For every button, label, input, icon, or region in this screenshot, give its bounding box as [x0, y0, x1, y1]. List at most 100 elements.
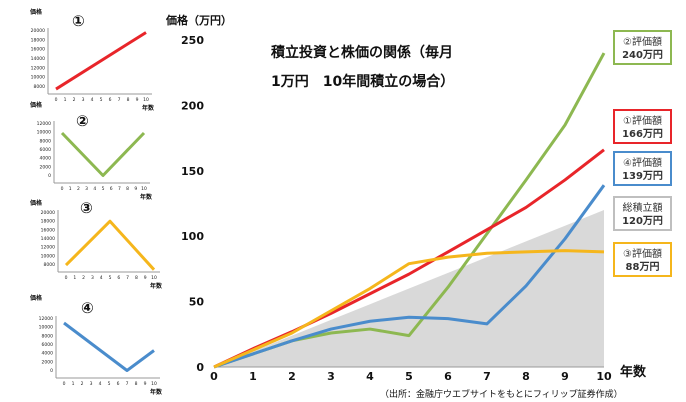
mini-y-label: 価格: [29, 8, 43, 16]
mini-x-label: 年数: [142, 104, 155, 112]
y-tick-label: 200: [181, 99, 204, 112]
value-label-name: ③評価額: [623, 247, 662, 260]
mini-y-tick: 2000: [42, 359, 54, 365]
series-line: [213, 249, 605, 369]
mini-y-tick: 16000: [31, 47, 45, 53]
mini-y-tick: 12000: [39, 316, 53, 322]
mini-x-tick: 6: [117, 275, 120, 281]
mini-x-tick: 4: [93, 186, 96, 192]
series-line: [213, 184, 606, 369]
mini-x-tick: 1: [72, 381, 75, 387]
mini-x-tick: 7: [126, 381, 129, 387]
mini-chart-marker: ③: [80, 199, 93, 217]
mini-y-tick: 14000: [31, 56, 45, 62]
mini-x-tick: 10: [151, 381, 157, 387]
value-label-box: [613, 30, 672, 65]
mini-y-tick: 10000: [39, 325, 53, 331]
mini-x-tick: 0: [63, 381, 66, 387]
mini-x-tick: 0: [61, 186, 64, 192]
mini-x-tick: 9: [144, 275, 147, 281]
mini-series-line: [64, 219, 156, 271]
mini-x-tick: 7: [126, 275, 129, 281]
mini-y-tick: 12000: [41, 245, 55, 251]
mini-x-tick: 4: [100, 275, 103, 281]
mini-chart: ① 価格 20000 18000 16000 14000 12000 10000 8000 0 1 2…: [29, 8, 155, 112]
mini-x-tick: 6: [117, 381, 120, 387]
mini-chart-marker: ②: [76, 112, 89, 130]
y-tick-label: 250: [181, 34, 204, 47]
value-label-amount: 139万円: [622, 170, 663, 182]
mini-y-tick: 0: [50, 368, 53, 374]
x-tick-label: 0: [210, 370, 218, 383]
mini-y-tick: 12000: [37, 121, 51, 127]
mini-x-tick: 3: [85, 186, 88, 192]
x-tick-label: 9: [561, 370, 569, 383]
mini-x-tick: 2: [73, 97, 76, 103]
x-tick-label: 1: [249, 370, 257, 383]
value-label-name: ②評価額: [623, 35, 662, 48]
mini-y-tick: 18000: [41, 219, 55, 225]
mini-y-tick: 4000: [40, 156, 52, 162]
mini-x-tick: 3: [82, 97, 85, 103]
mini-x-label: 年数: [150, 282, 163, 290]
mini-x-tick: 0: [55, 97, 58, 103]
mini-y-tick: 8000: [44, 262, 56, 268]
mini-x-tick: 7: [118, 97, 121, 103]
mini-x-tick: 10: [141, 186, 147, 192]
mini-x-tick: 2: [77, 186, 80, 192]
mini-x-tick: 10: [151, 275, 157, 281]
mini-y-tick: 2000: [40, 164, 52, 170]
y-tick-label: 150: [181, 165, 204, 178]
mini-x-tick: 1: [64, 97, 67, 103]
mini-x-tick: 0: [65, 275, 68, 281]
chart-title-line1: 積立投資と株価の関係（毎月: [270, 44, 453, 61]
mini-x-tick: 7: [118, 186, 121, 192]
value-label-box: [613, 109, 672, 144]
x-tick-label: 6: [444, 370, 452, 383]
mini-x-tick: 5: [102, 186, 105, 192]
mini-x-label: 年数: [140, 193, 153, 201]
mini-y-tick: 8000: [42, 333, 54, 339]
mini-x-tick: 4: [91, 97, 94, 103]
mini-y-tick: 16000: [41, 227, 55, 233]
value-label-name: 総積立額: [623, 201, 663, 214]
value-label-amount: 166万円: [622, 128, 663, 140]
mini-y-tick: 20000: [41, 210, 55, 216]
mini-y-tick: 10000: [41, 253, 55, 259]
value-label-amount: 120万円: [622, 215, 663, 227]
mini-series-line: [55, 31, 147, 91]
value-label-amount: 240万円: [622, 49, 663, 61]
value-label-name: ④評価額: [623, 156, 662, 169]
x-tick-label: 5: [405, 370, 413, 383]
mini-y-label: 価格: [29, 294, 43, 302]
mini-y-label: 価格: [29, 101, 43, 109]
mini-x-tick: 5: [100, 97, 103, 103]
mini-y-tick: 6000: [42, 342, 54, 348]
y-tick-label: 100: [181, 230, 204, 243]
chart-title-line2: 1万円 10年間積立の場合）: [271, 73, 454, 90]
x-tick-label: 7: [483, 370, 491, 383]
x-tick-label: 2: [288, 370, 296, 383]
mini-x-tick: 6: [109, 97, 112, 103]
mini-x-tick: 9: [134, 186, 137, 192]
mini-series-line: [60, 131, 146, 177]
y-tick-label: 50: [189, 296, 205, 309]
mini-chart-marker: ④: [81, 299, 94, 317]
mini-x-tick: 9: [144, 381, 147, 387]
mini-y-tick: 20000: [31, 28, 45, 34]
mini-y-tick: 0: [48, 173, 51, 179]
x-tick-label: 10: [596, 370, 612, 383]
mini-y-tick: 18000: [31, 37, 45, 43]
x-tick-label: 4: [366, 370, 374, 383]
mini-x-tick: 3: [91, 275, 94, 281]
x-tick-label: 8: [522, 370, 530, 383]
mini-y-label: 価格: [29, 199, 43, 207]
mini-y-tick: 6000: [40, 147, 52, 153]
mini-x-tick: 9: [136, 97, 139, 103]
value-label-box: [613, 196, 672, 231]
mini-x-tick: 10: [143, 97, 149, 103]
